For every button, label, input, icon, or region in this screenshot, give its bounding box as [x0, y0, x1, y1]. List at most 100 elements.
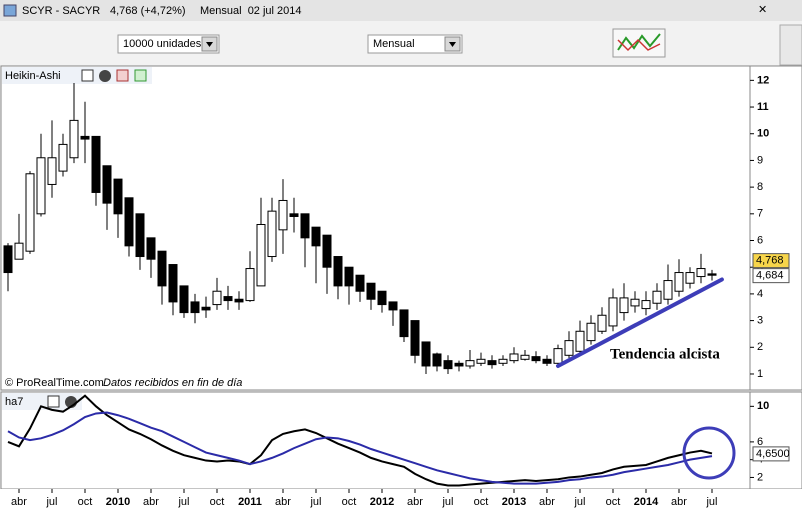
- x-tick-label: oct: [342, 496, 357, 508]
- candle-body: [234, 298, 244, 303]
- indicator-panel: [0, 391, 751, 490]
- interval-text: Mensual: [373, 38, 415, 50]
- candle-body: [487, 360, 497, 366]
- candle-body: [619, 297, 629, 314]
- x-tick-label: oct: [474, 496, 489, 508]
- candle-body: [278, 199, 288, 231]
- candle-body: [597, 314, 607, 332]
- window-icon[interactable]: [81, 69, 94, 82]
- button-icon: [617, 33, 661, 51]
- candle-body: [344, 266, 354, 287]
- x-tick-label: oct: [210, 496, 225, 508]
- x-tick-label: abr: [11, 496, 27, 508]
- y-tick-label: 2: [757, 471, 763, 483]
- candle-body: [531, 356, 541, 362]
- candle-body: [322, 234, 332, 268]
- y-tick-label: 6: [757, 436, 763, 448]
- candle-body: [520, 354, 530, 360]
- price-label-box: [752, 268, 790, 284]
- candle-body: [124, 197, 134, 247]
- candle-body: [432, 353, 442, 367]
- candle-body: [476, 358, 486, 364]
- arrow: [449, 42, 456, 47]
- candle-body: [190, 301, 200, 314]
- y-tick-label: 10: [757, 128, 769, 140]
- x-tick-label: jul: [309, 496, 321, 508]
- candle-body: [58, 143, 68, 172]
- candle-body: [311, 226, 321, 247]
- quote: 4,768 (+4,72%): [110, 5, 186, 17]
- candle-body: [289, 213, 299, 217]
- app-icon: [3, 4, 17, 17]
- x-tick-label: abr: [539, 496, 555, 508]
- candle-body: [3, 245, 13, 274]
- x-tick-label: abr: [275, 496, 291, 508]
- candle-body: [355, 274, 365, 292]
- candle-body: [674, 272, 684, 292]
- candle-body: [707, 273, 717, 276]
- interval-select[interactable]: [367, 34, 463, 54]
- panel-header: [2, 67, 152, 84]
- y-tick-label: 12: [757, 74, 769, 86]
- candle-body: [102, 165, 112, 204]
- panel-header: [2, 393, 82, 410]
- symbol: SCYR - SACYR: [22, 5, 100, 17]
- down-icon[interactable]: [116, 69, 129, 82]
- x-tick-label: abr: [407, 496, 423, 508]
- candle-body: [399, 309, 409, 338]
- x-tick-label: jul: [441, 496, 453, 508]
- candle-body: [410, 320, 420, 356]
- price-label: 4,768: [756, 255, 784, 267]
- candle-body: [256, 223, 266, 287]
- candle-body: [377, 290, 387, 306]
- up-icon[interactable]: [134, 69, 147, 82]
- candle-body: [113, 178, 123, 215]
- x-tick-label: jul: [573, 496, 585, 508]
- candle-body: [245, 268, 255, 302]
- close-icon[interactable]: [99, 70, 111, 82]
- side-tab[interactable]: [779, 24, 802, 66]
- candle-body: [641, 300, 651, 310]
- candle-body: [333, 256, 343, 287]
- y-tick-label: 4: [757, 288, 763, 300]
- price-panel: [0, 65, 751, 391]
- trendline: [556, 277, 724, 368]
- candle-body: [36, 157, 46, 215]
- candle-body: [300, 213, 310, 239]
- candle-body: [498, 358, 508, 364]
- indicator-button[interactable]: [612, 28, 666, 58]
- candle-body: [168, 264, 178, 303]
- y-tick-label: 8: [757, 181, 763, 193]
- candle-body: [91, 135, 101, 193]
- candle-body: [685, 272, 695, 284]
- source: © ProRealTime.com: [5, 377, 104, 389]
- window-icon[interactable]: [47, 395, 60, 408]
- x-tick-label: jul: [177, 496, 189, 508]
- title-bar: [0, 0, 802, 21]
- x-tick-label: abr: [143, 496, 159, 508]
- candle-body: [366, 282, 376, 300]
- y-tick-label: 11: [757, 101, 769, 113]
- close-button[interactable]: ✕: [758, 4, 767, 16]
- y-tick-label: 6: [757, 234, 763, 246]
- candle-body: [575, 330, 585, 352]
- x-tick-label: 2013: [502, 496, 526, 508]
- price-label: 4,684: [756, 270, 784, 282]
- price-label-box: [752, 253, 790, 269]
- candle-body: [663, 280, 673, 300]
- y-tick-label: 3: [757, 315, 763, 327]
- candle-body: [586, 322, 596, 342]
- panel-title: Heikin-Ashi: [5, 70, 61, 82]
- candle-body: [696, 268, 706, 278]
- indicator-line: [7, 411, 713, 485]
- x-tick-label: abr: [671, 496, 687, 508]
- candle-body: [201, 306, 211, 311]
- x-axis-area: [0, 489, 802, 518]
- candle-body: [388, 301, 398, 311]
- quantity-select[interactable]: [117, 34, 220, 54]
- x-tick-label: oct: [606, 496, 621, 508]
- price-axis: [749, 65, 802, 391]
- highlight-circle: [682, 426, 736, 480]
